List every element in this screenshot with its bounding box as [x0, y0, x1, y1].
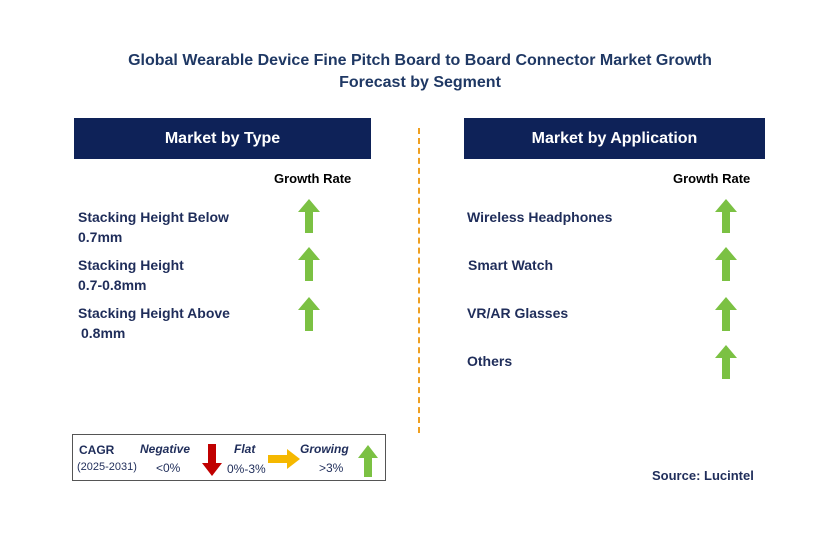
legend-negative-label: Negative [140, 442, 191, 456]
type-segment-3-line1: Stacking Height Above [78, 305, 230, 321]
arrow-up-icon [358, 445, 378, 477]
arrow-down-icon [202, 444, 222, 476]
type-segment-2-line2: 0.7-0.8mm [78, 277, 147, 293]
type-segment-3-line2: 0.8mm [81, 325, 126, 341]
arrow-up-icon [298, 199, 320, 233]
page-title-line2: Forecast by Segment [339, 74, 501, 91]
source-note: Source: Lucintel [652, 468, 754, 483]
type-segment-2-line1: Stacking Height [78, 257, 184, 273]
type-segment-1-line1: Stacking Height Below [78, 209, 229, 225]
legend-flat-label: Flat [234, 442, 256, 456]
arrow-up-icon [715, 297, 737, 331]
legend-flat-range: 0%-3% [227, 462, 266, 476]
legend-period: (2025-2031) [77, 461, 137, 473]
page-title-line1: Global Wearable Device Fine Pitch Board … [128, 52, 712, 69]
type-segment-2: Stacking Height 0.7-0.8mm [78, 255, 184, 295]
arrow-up-icon [715, 345, 737, 379]
arrow-up-icon [298, 297, 320, 331]
type-segment-1-line2: 0.7mm [78, 229, 123, 245]
legend-growing-label: Growing [300, 442, 349, 456]
application-segment-1: Wireless Headphones [467, 209, 613, 225]
application-segment-3: VR/AR Glasses [467, 305, 569, 321]
application-growth-rate-label: Growth Rate [673, 171, 751, 186]
application-panel-header: Market by Application [464, 118, 765, 159]
arrow-up-icon [715, 247, 737, 281]
arrow-up-icon [298, 247, 320, 281]
type-panel-header: Market by Type [74, 118, 371, 159]
type-segment-3: Stacking Height Above 0.8mm [78, 303, 230, 343]
arrow-right-icon [268, 449, 300, 469]
type-growth-rate-label: Growth Rate [274, 171, 352, 186]
legend-cagr: CAGR [79, 443, 115, 457]
legend-negative-range: <0% [156, 461, 181, 475]
legend-growing-range: >3% [319, 461, 344, 475]
panel-divider [418, 128, 420, 433]
cagr-legend: CAGR (2025-2031) Negative <0% Flat 0%-3%… [72, 434, 386, 481]
application-segment-2: Smart Watch [468, 257, 554, 273]
type-segment-1: Stacking Height Below 0.7mm [78, 207, 229, 247]
page-title: Global Wearable Device Fine Pitch Board … [60, 50, 780, 94]
arrow-up-icon [715, 199, 737, 233]
application-segment-4: Others [467, 353, 513, 369]
